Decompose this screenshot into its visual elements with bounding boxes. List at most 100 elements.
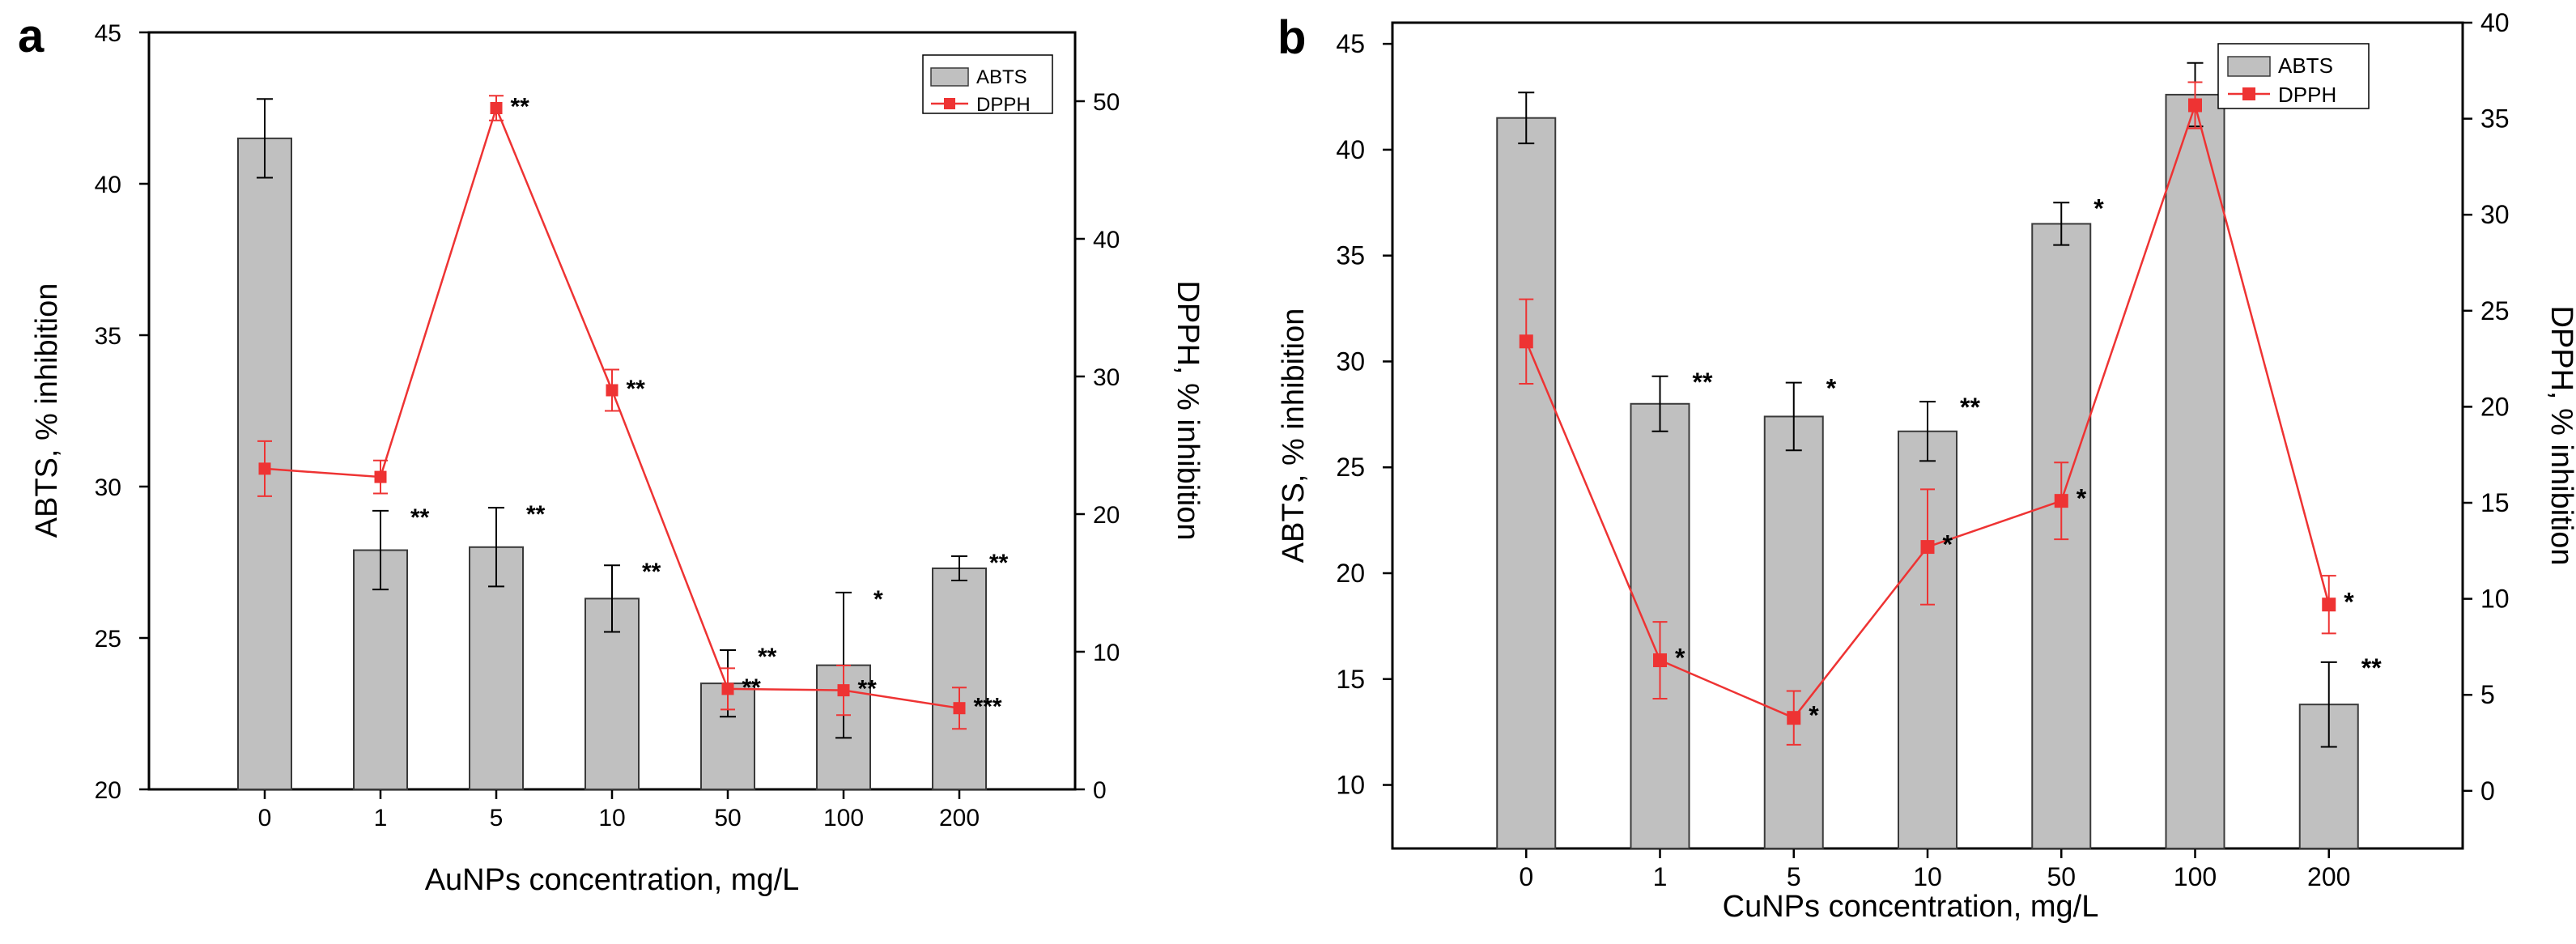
y-left-tick-label: 20 [1336,559,1365,588]
dpph-marker [1787,711,1801,725]
y-right-tick-label: 40 [1093,227,1120,253]
dpph-marker [837,684,850,697]
abts-significance: ** [1693,368,1713,397]
dpph-significance: ** [511,94,530,121]
y-left-tick-label: 25 [95,626,121,653]
abts-significance: ** [526,501,546,528]
legend-bar-swatch [930,67,969,87]
significance-labels: ************** [1675,54,2382,730]
dpph-significance: *** [974,694,1002,721]
x-tick-label: 100 [823,805,864,831]
x-tick-label: 5 [1787,862,1801,891]
x-axis: 0 1 5 10 50 100 200 [258,789,980,831]
x-tick-label: 200 [2307,862,2350,891]
dpph-marker [374,470,387,483]
abts-bar [1496,117,1557,849]
dpph-significance: * [1675,644,1685,673]
dpph-marker [1920,540,1935,555]
abts-significance: ** [2361,653,2382,682]
dpph-significance: ** [742,674,762,701]
y-right-tick-label: 35 [2480,104,2510,134]
legend-label-abts: ABTS [976,66,1027,88]
y-right-tick-label: 30 [1093,364,1120,391]
y-left-tick-label: 30 [1336,347,1365,376]
panel-a: a ABTS, % inhibition DPPH, % inhibition … [18,10,1205,897]
dpph-marker [2322,597,2336,612]
y-left-tick-label: 25 [1336,453,1365,482]
x-tick-label: 200 [939,805,980,831]
y-right-tick-label: 20 [2480,392,2510,421]
x-tick-label: 5 [490,805,504,831]
dpph-significance: ** [858,676,878,703]
abts-significance: * [2094,193,2104,223]
legend-label-abts: ABTS [2278,53,2333,78]
x-tick-label: 1 [374,805,388,831]
abts-significance: * [874,586,883,613]
y-left-tick-label: 20 [95,777,121,804]
dpph-marker [258,462,271,475]
y-right-tick-label: 30 [2480,200,2510,229]
legend-bar-swatch [2227,56,2271,77]
y-right-tick-label: 15 [2480,488,2510,517]
y-right-tick-label: 25 [2480,296,2510,325]
panel-b: b ABTS, % inhibition DPPH, % inhibition … [1277,8,2576,924]
y-axis-left-label: ABTS, % inhibition [30,283,64,538]
abts-significance: ** [989,550,1009,576]
dpph-significance: * [2344,588,2354,617]
dpph-marker [953,702,966,715]
abts-significance: ** [758,644,777,670]
dpph-marker [606,384,618,397]
abts-bar [2165,93,2225,849]
dpph-significance: * [1943,530,1953,559]
dpph-marker [490,102,503,114]
dpph-significance: * [2077,484,2087,513]
y-left-tick-label: 35 [1336,241,1365,270]
legend: ABTS DPPH [2217,43,2370,109]
x-tick-label: 0 [258,805,272,831]
dpph-marker [1653,653,1667,668]
y-right-tick-label: 0 [2480,776,2495,806]
x-tick-label: 10 [598,805,625,831]
y-axis-left: 10 15 20 25 30 35 40 45 [1336,29,1392,800]
dpph-significance: ** [627,376,646,402]
x-tick-label: 50 [2047,862,2076,891]
x-axis: 0 1 5 10 50 100 200 [1519,848,2350,891]
y-left-tick-label: 40 [1336,135,1365,164]
dpph-marker [721,682,734,695]
y-left-tick-label: 35 [95,323,121,350]
panel-label: b [1277,11,1306,64]
dpph-marker [1519,334,1533,349]
x-tick-label: 0 [1519,862,1533,891]
y-left-tick-label: 10 [1336,771,1365,800]
x-tick-label: 50 [714,805,741,831]
y-right-tick-label: 10 [2480,585,2510,614]
legend-label-dpph: DPPH [2278,83,2336,107]
y-left-tick-label: 15 [1336,665,1365,694]
abts-significance: * [1826,374,1837,403]
x-tick-label: 100 [2174,862,2217,891]
panel-label: a [18,10,45,62]
abts-significance: ** [1960,393,1980,422]
y-axis-right-label: DPPH, % inhibition [2544,305,2576,565]
legend-marker-swatch [2242,87,2255,100]
y-right-tick-label: 10 [1093,640,1120,666]
y-right-tick-label: 50 [1093,89,1120,116]
y-right-tick-label: 5 [2480,680,2495,709]
y-axis-right: 0 5 10 15 20 25 30 35 40 [2463,8,2510,806]
y-left-tick-label: 40 [95,172,121,198]
y-right-tick-label: 20 [1093,502,1120,529]
abts-significance: ** [642,559,661,585]
y-axis-left-label: ABTS, % inhibition [1277,308,1311,563]
dpph-marker [2054,494,2068,508]
dpph-line-series [257,95,967,730]
y-left-tick-label: 45 [95,20,121,47]
y-right-tick-label: 40 [2480,8,2510,37]
significance-labels: ** *************** ***** [410,94,1009,721]
y-right-tick-label: 0 [1093,777,1107,804]
y-axis-right: 0 10 20 30 40 50 [1075,89,1120,804]
y-left-tick-label: 30 [95,474,121,501]
legend-label-dpph: DPPH [976,94,1031,116]
x-axis-label: AuNPs concentration, mg/L [425,863,800,897]
x-tick-label: 1 [1653,862,1668,891]
